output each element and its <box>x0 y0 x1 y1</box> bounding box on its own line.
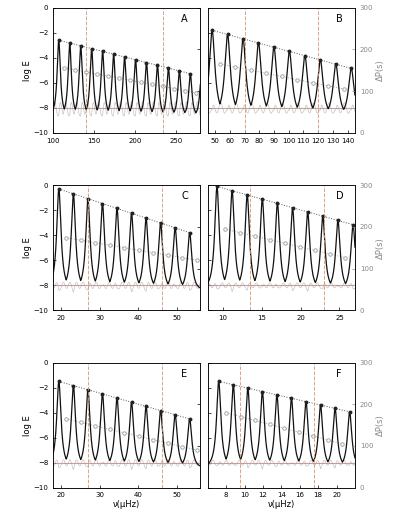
Y-axis label: ΔP(s): ΔP(s) <box>376 59 385 81</box>
Text: B: B <box>336 14 343 24</box>
Text: E: E <box>181 369 187 379</box>
Text: C: C <box>181 191 188 201</box>
Y-axis label: log E: log E <box>23 415 32 436</box>
Text: F: F <box>336 369 341 379</box>
Y-axis label: log E: log E <box>23 237 32 258</box>
Y-axis label: log E: log E <box>23 60 32 80</box>
X-axis label: ν(μHz): ν(μHz) <box>113 500 140 509</box>
Y-axis label: ΔP(s): ΔP(s) <box>376 414 385 436</box>
Text: A: A <box>181 14 188 24</box>
X-axis label: ν(μHz): ν(μHz) <box>268 500 295 509</box>
Text: D: D <box>336 191 344 201</box>
Y-axis label: ΔP(s): ΔP(s) <box>376 237 385 259</box>
